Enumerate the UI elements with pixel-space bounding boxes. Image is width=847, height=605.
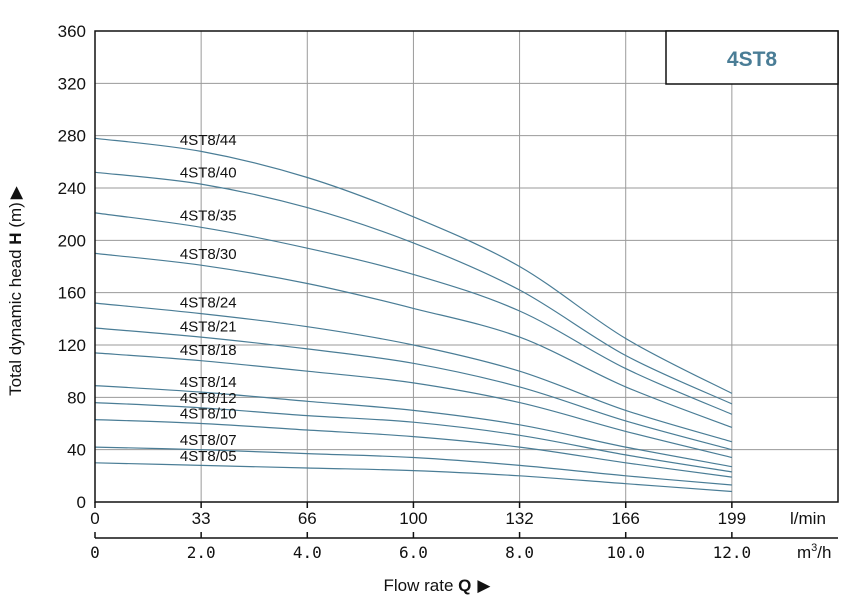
curve-label: 4ST8/05 xyxy=(180,448,237,465)
model-badge-text: 4ST8 xyxy=(727,48,778,71)
curve-4ST8-40 xyxy=(94,171,733,405)
x-axis-arrow-icon: ▶ xyxy=(477,576,491,595)
y-axis-arrow-icon: ▶ xyxy=(6,185,25,199)
curve-label: 4ST8/21 xyxy=(180,318,237,335)
curve-label: 4ST8/07 xyxy=(180,432,237,449)
curve-4ST8-18 xyxy=(94,352,733,459)
curve-4ST8-14 xyxy=(94,385,733,468)
x-tick-label-m3h: 12.0 xyxy=(713,543,752,562)
y-tick-label: 40 xyxy=(67,441,86,460)
y-axis-title-prefix: Total dynamic head xyxy=(6,245,25,396)
y-tick-label: 360 xyxy=(58,22,86,41)
y-tick-label: 320 xyxy=(58,74,86,93)
y-axis-title-symbol: H xyxy=(6,232,25,244)
curve-4ST8-30 xyxy=(94,252,733,428)
x-tick-label-lmin: 33 xyxy=(192,509,211,528)
y-axis-title-unit: (m) xyxy=(6,202,25,232)
curve-label: 4ST8/14 xyxy=(180,374,237,391)
curve-label: 4ST8/40 xyxy=(180,165,237,182)
curve-4ST8-44 xyxy=(94,137,733,394)
curve-label: 4ST8/18 xyxy=(180,342,237,359)
y-axis-title: Total dynamic head H (m) ▶ xyxy=(6,185,25,396)
x-tick-label-m3h: 10.0 xyxy=(606,543,645,562)
curve-label: 4ST8/10 xyxy=(180,406,237,423)
x-axis-title: Flow rate Q ▶ xyxy=(384,576,492,595)
x-tick-label-lmin: 199 xyxy=(718,509,746,528)
y-tick-label: 240 xyxy=(58,179,86,198)
curve-4ST8-12 xyxy=(94,402,732,473)
y-tick-label: 200 xyxy=(58,231,86,250)
x-axis-unit-m3h: m3/h xyxy=(797,542,831,562)
x-tick-label-m3h: 2.0 xyxy=(187,543,216,562)
y-tick-label: 80 xyxy=(67,388,86,407)
curve-4ST8-10 xyxy=(94,419,732,478)
curve-labels: 4ST8/44 4ST8/40 4ST8/35 4ST8/30 4ST8/24 4ST8/… xyxy=(180,132,237,465)
curve-4ST8-35 xyxy=(94,212,733,415)
x-tick-label-lmin: 66 xyxy=(298,509,317,528)
y-tick-label: 280 xyxy=(58,127,86,146)
x-tick-label-m3h: 0 xyxy=(90,543,100,562)
curve-label: 4ST8/30 xyxy=(180,246,237,263)
curve-label: 4ST8/12 xyxy=(180,390,237,407)
x-tick-label-m3h: 4.0 xyxy=(293,543,322,562)
x-axis-unit-lmin: l/min xyxy=(790,509,826,528)
curve-4ST8-05 xyxy=(94,462,732,493)
y-tick-label: 160 xyxy=(58,284,86,303)
curve-label: 4ST8/35 xyxy=(180,207,237,224)
curve-4ST8-24 xyxy=(94,302,733,443)
x-tick-label-m3h: 8.0 xyxy=(505,543,534,562)
curve-4ST8-21 xyxy=(94,327,733,451)
y-tick-label: 0 xyxy=(77,493,86,512)
x-tick-label-lmin: 166 xyxy=(612,509,640,528)
curve-4ST8-07 xyxy=(94,446,732,486)
x-tick-label-lmin: 100 xyxy=(399,509,427,528)
x-tick-label-m3h: 6.0 xyxy=(399,543,428,562)
plot-frame xyxy=(94,30,839,503)
model-badge: 4ST8 xyxy=(665,30,839,85)
x-axis-title-symbol: Q xyxy=(458,576,471,595)
y-tick-label: 120 xyxy=(58,336,86,355)
curve-label: 4ST8/24 xyxy=(180,295,237,312)
curves xyxy=(94,137,733,493)
axes: 0 40 80 120 160 200 240 280 320 360 0 33 66 100 132 166… xyxy=(58,22,839,562)
grid xyxy=(95,30,838,503)
x-tick-label-lmin: 132 xyxy=(505,509,533,528)
curve-label: 4ST8/44 xyxy=(180,132,237,149)
x-tick-label-lmin: 0 xyxy=(90,509,99,528)
x-axis-title-prefix: Flow rate xyxy=(384,576,459,595)
